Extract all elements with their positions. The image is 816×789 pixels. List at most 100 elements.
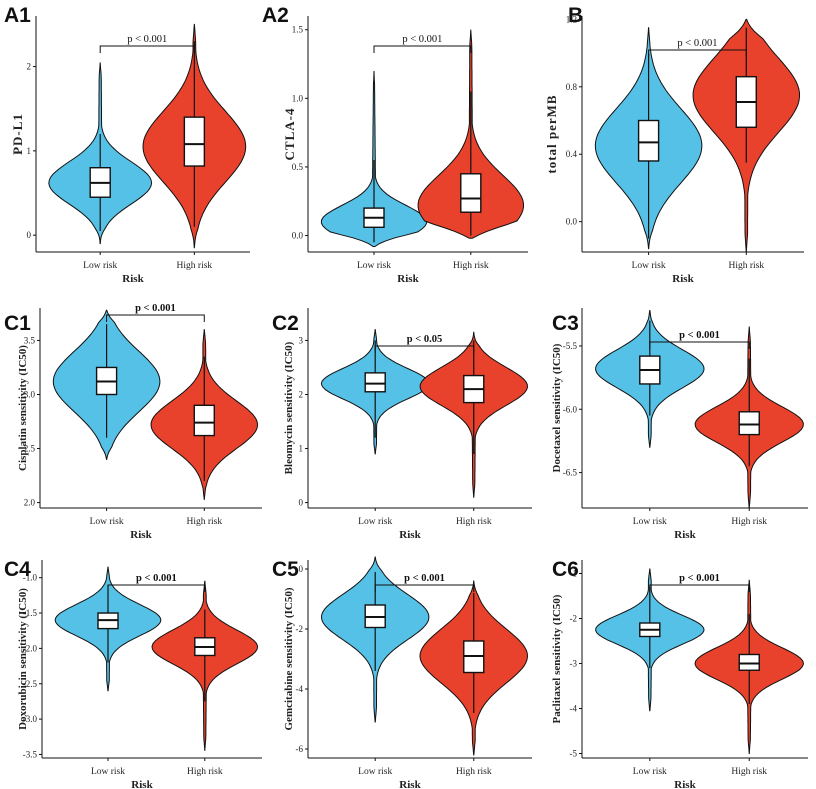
x-axis-title: Risk bbox=[672, 273, 694, 285]
x-tick-label: Low risk bbox=[357, 261, 391, 271]
x-axis-title: Risk bbox=[399, 779, 421, 789]
y-axis-title: Gemcitabine sensitivity (IC50) bbox=[283, 587, 295, 730]
y-tick-label: 0.5 bbox=[292, 162, 304, 172]
box bbox=[193, 404, 215, 437]
panel-label: C5 bbox=[272, 558, 299, 581]
x-axis-title: Risk bbox=[131, 779, 153, 789]
p-value-label: p < 0.05 bbox=[407, 334, 442, 345]
x-tick-label: High risk bbox=[177, 261, 213, 271]
y-tick-label: -4 bbox=[570, 704, 578, 714]
panel-label: C6 bbox=[552, 558, 579, 581]
p-value-label: p < 0.001 bbox=[679, 573, 720, 584]
x-tick-label: Low risk bbox=[358, 517, 392, 527]
y-tick-label: 2.5 bbox=[24, 444, 36, 454]
x-tick-label: High risk bbox=[731, 767, 767, 777]
box bbox=[738, 653, 760, 671]
significance-bracket bbox=[107, 584, 206, 592]
y-tick-label: -1.5 bbox=[23, 608, 38, 618]
panel-b: B 0.0 0.4 0.8 1.2 Low risk High risk p < 0.001 R… bbox=[544, 4, 804, 285]
violin-low-risk bbox=[320, 70, 428, 247]
p-value-label: p < 0.001 bbox=[677, 38, 717, 49]
y-tick-label: -2 bbox=[296, 624, 304, 634]
y-tick-label: 3 bbox=[299, 335, 304, 345]
panel-label: C1 bbox=[4, 312, 31, 335]
box bbox=[460, 173, 482, 213]
panel-c1: C1 2.0 2.5 3.0 3.5 Low risk High risk p < 0.001… bbox=[4, 303, 262, 541]
x-tick-label: Low risk bbox=[633, 517, 667, 527]
panel-label: C3 bbox=[552, 312, 579, 335]
panel-c6: C6 -5 -4 -3 -2 -1 Low risk High risk p < 0.001 Ri… bbox=[551, 558, 808, 789]
x-axis-title: Risk bbox=[399, 529, 421, 541]
y-tick-label: -4 bbox=[296, 684, 304, 694]
x-tick-label: High risk bbox=[728, 261, 764, 271]
y-tick-label: -5 bbox=[570, 749, 578, 759]
panel-c5: C5 -6 -4 -2 0 Low risk High risk p < 0.001 Risk G… bbox=[272, 556, 532, 789]
y-tick-label: 3.0 bbox=[24, 389, 36, 399]
y-tick-label: 1.5 bbox=[292, 25, 304, 35]
y-tick-label: 0.4 bbox=[566, 149, 578, 159]
y-tick-label: -2.5 bbox=[23, 679, 38, 689]
x-axis-title: Risk bbox=[674, 529, 696, 541]
p-value-label: p < 0.001 bbox=[679, 330, 720, 341]
significance-bracket bbox=[99, 45, 195, 53]
p-value-label: p < 0.001 bbox=[135, 303, 176, 314]
y-tick-label: 0 bbox=[299, 564, 304, 574]
box bbox=[637, 119, 660, 162]
panel-label: A1 bbox=[4, 4, 31, 27]
y-axis-title: total perMB bbox=[544, 94, 559, 173]
y-tick-label: 0.8 bbox=[566, 82, 578, 92]
y-tick-label: -6 bbox=[296, 744, 304, 754]
y-tick-label: 1 bbox=[299, 444, 304, 454]
significance-bracket bbox=[649, 341, 750, 349]
y-axis-title: PD-L1 bbox=[10, 113, 25, 155]
y-tick-label: 0.0 bbox=[566, 217, 578, 227]
y-tick-label: 1.0 bbox=[292, 93, 304, 103]
p-value-label: p < 0.001 bbox=[404, 573, 445, 584]
y-tick-label: 0 bbox=[299, 498, 304, 508]
y-axis-title: Docetaxel sensitivity (IC50) bbox=[551, 343, 563, 472]
y-tick-label: 2 bbox=[27, 62, 32, 72]
significance-bracket bbox=[374, 584, 475, 592]
significance-bracket bbox=[648, 49, 747, 57]
x-tick-label: High risk bbox=[456, 767, 492, 777]
y-axis-title: Paclitaxel sensitivity (IC50) bbox=[551, 594, 563, 723]
box bbox=[183, 116, 206, 167]
x-tick-label: Low risk bbox=[358, 767, 392, 777]
y-tick-label: 3.5 bbox=[24, 335, 36, 345]
box bbox=[364, 372, 386, 393]
x-tick-label: High risk bbox=[453, 261, 489, 271]
panel-a2: A2 0.0 0.5 1.0 1.5 Low risk High risk p < 0.001… bbox=[262, 4, 528, 285]
y-tick-label: 0 bbox=[27, 230, 32, 240]
x-axis-title: Risk bbox=[674, 779, 696, 789]
x-tick-label: Low risk bbox=[83, 261, 117, 271]
y-tick-label: -3.0 bbox=[23, 714, 38, 724]
y-tick-label: 1 bbox=[27, 146, 32, 156]
panel-label: A2 bbox=[262, 4, 289, 27]
y-tick-label: -6.0 bbox=[563, 404, 578, 414]
y-tick-label: -1 bbox=[570, 569, 578, 579]
x-tick-label: High risk bbox=[187, 767, 223, 777]
y-tick-label: -3.5 bbox=[23, 749, 38, 759]
x-axis-title: Risk bbox=[130, 529, 152, 541]
panel-c4: C4 -3.5 -3.0 -2.5 -2.0 -1.5 -1.0 Low risk High r… bbox=[4, 558, 262, 789]
y-axis-title: Bleomycin sensitivity (IC50) bbox=[283, 341, 295, 474]
significance-bracket bbox=[106, 314, 205, 322]
panel-c3: C3 -6.5 -6.0 -5.5 Low risk High risk p < 0.001… bbox=[551, 308, 808, 541]
box bbox=[738, 411, 760, 436]
x-axis-title: Risk bbox=[397, 273, 419, 285]
x-tick-label: High risk bbox=[186, 517, 222, 527]
x-tick-label: Low risk bbox=[91, 767, 125, 777]
y-tick-label: -3 bbox=[570, 659, 578, 669]
panel-label: C4 bbox=[4, 558, 31, 581]
y-tick-label: -5.5 bbox=[563, 341, 578, 351]
x-tick-label: High risk bbox=[731, 517, 767, 527]
x-tick-label: Low risk bbox=[632, 261, 666, 271]
panel-label: B bbox=[568, 4, 583, 27]
significance-bracket bbox=[649, 584, 750, 592]
y-axis-title: Cisplatin sensitivity (IC50) bbox=[17, 345, 29, 471]
x-tick-label: High risk bbox=[456, 517, 492, 527]
panel-c2: C2 0 1 2 3 Low risk High risk p < 0.05 Risk Bleom… bbox=[272, 308, 532, 541]
y-tick-label: 0.0 bbox=[292, 231, 304, 241]
y-tick-label: -6.5 bbox=[563, 468, 578, 478]
y-tick-label: 2.0 bbox=[24, 498, 36, 508]
